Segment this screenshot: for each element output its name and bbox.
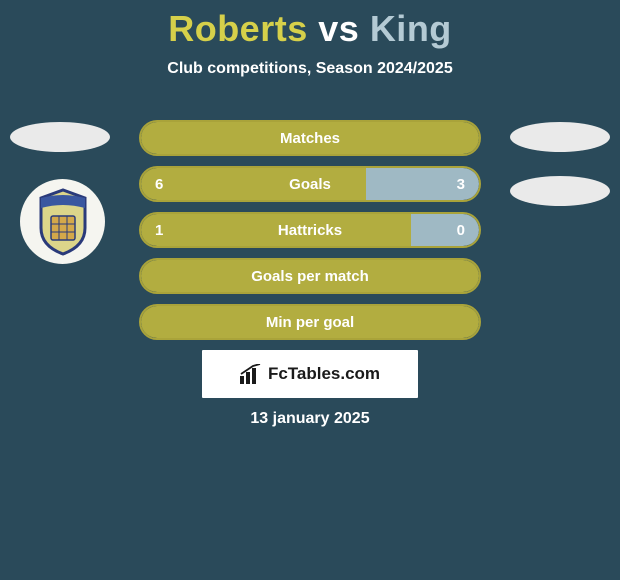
player2-avatar-1 <box>510 122 610 152</box>
player1-name: Roberts <box>168 8 308 49</box>
date-text: 13 january 2025 <box>250 410 369 428</box>
chart-icon <box>240 364 262 384</box>
stats-container: Matches 6 3 Goals 1 0 Hattricks Goals per match… <box>139 120 481 350</box>
stat-label: Matches <box>280 130 340 147</box>
stat-label: Hattricks <box>278 222 342 239</box>
stat-label: Goals per match <box>251 268 369 285</box>
player1-avatar <box>10 122 110 152</box>
subtitle: Club competitions, Season 2024/2025 <box>0 60 620 78</box>
attribution-text: FcTables.com <box>268 364 380 384</box>
stat-row: Goals per match <box>139 258 481 294</box>
stat-row: 1 0 Hattricks <box>139 212 481 248</box>
stat-fill-left <box>141 168 366 200</box>
attribution-badge: FcTables.com <box>202 350 418 398</box>
stat-fill-left <box>141 214 411 246</box>
stat-value-right: 0 <box>457 222 465 239</box>
stat-fill-right <box>411 214 479 246</box>
player2-name: King <box>370 8 452 49</box>
stat-row: 6 3 Goals <box>139 166 481 202</box>
stat-label: Min per goal <box>266 314 354 331</box>
vs-text: vs <box>318 8 359 49</box>
stat-value-left: 1 <box>155 222 163 239</box>
club-crest <box>20 179 105 264</box>
stat-row: Min per goal <box>139 304 481 340</box>
shield-icon <box>37 188 89 256</box>
stat-value-left: 6 <box>155 176 163 193</box>
player2-avatar-2 <box>510 176 610 206</box>
stat-row: Matches <box>139 120 481 156</box>
page-title: Roberts vs King <box>0 0 620 50</box>
stat-label: Goals <box>289 176 331 193</box>
stat-value-right: 3 <box>457 176 465 193</box>
